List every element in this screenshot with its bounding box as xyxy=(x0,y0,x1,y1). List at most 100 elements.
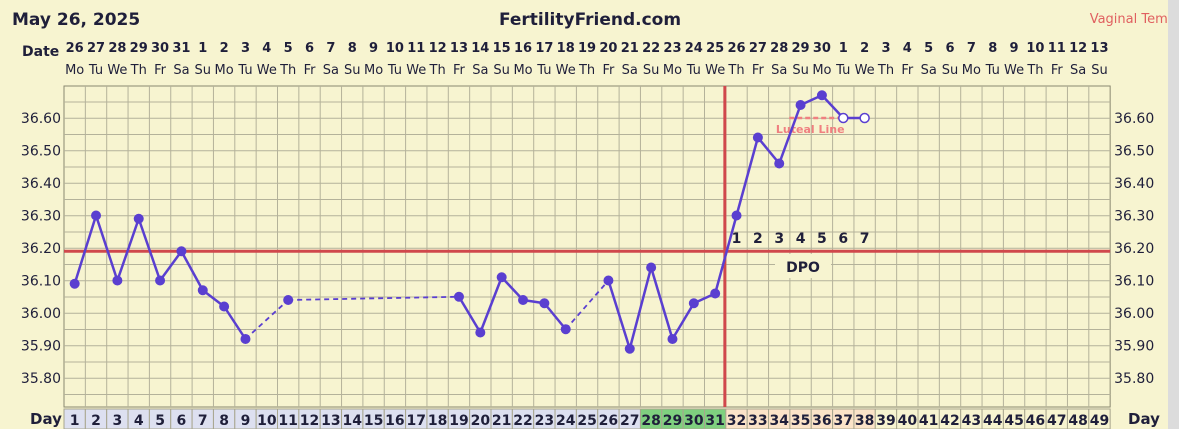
date-number: 9 xyxy=(1010,41,1019,56)
vertical-scrollbar[interactable] xyxy=(1168,0,1179,429)
cycle-day-label: 29 xyxy=(663,413,682,429)
weekday-label: Sa xyxy=(472,63,488,78)
weekday-label: Th xyxy=(578,63,595,78)
date-number: 3 xyxy=(241,41,250,56)
date-number: 5 xyxy=(284,41,293,56)
date-number: 31 xyxy=(172,41,190,56)
weekday-label: Mo xyxy=(513,63,532,78)
temp-segment xyxy=(713,215,738,294)
temp-point xyxy=(133,213,144,224)
weekday-label: We xyxy=(705,63,725,78)
temp-segment xyxy=(479,276,503,333)
date-number: 28 xyxy=(108,41,126,56)
date-number: 19 xyxy=(578,41,596,56)
weekday-label: Su xyxy=(195,63,212,78)
temp-point xyxy=(816,90,827,101)
date-number: 26 xyxy=(66,41,84,56)
weekday-label: Th xyxy=(279,63,296,78)
temp-point xyxy=(752,132,763,143)
temp-point xyxy=(453,291,464,302)
weekday-label: Th xyxy=(429,63,446,78)
grid xyxy=(63,85,1111,408)
temp-segment xyxy=(649,267,674,340)
y-tick-left: 36.40 xyxy=(21,176,61,192)
weekday-label: We xyxy=(107,63,127,78)
cycle-day-label: 25 xyxy=(577,413,596,429)
date-number: 16 xyxy=(514,41,532,56)
site-title[interactable]: FertilityFriend.com xyxy=(499,10,681,30)
plot-area xyxy=(63,85,1111,408)
date-number: 25 xyxy=(706,41,724,56)
temp-segment xyxy=(73,215,98,285)
cycle-day-label: 11 xyxy=(278,413,297,429)
dpo-number: 2 xyxy=(753,231,763,247)
weekday-label: Mo xyxy=(65,63,84,78)
date-number: 21 xyxy=(621,41,639,56)
weekday-label: Tu xyxy=(387,63,402,78)
weekday-label: Tu xyxy=(835,63,850,78)
y-tick-left: 36.50 xyxy=(21,144,61,160)
cycle-day-label: 35 xyxy=(791,413,810,429)
cycle-day-label: 6 xyxy=(177,413,187,429)
day-row-label-right: Day xyxy=(1128,410,1160,428)
temp-point xyxy=(112,275,123,286)
weekday-label: Fr xyxy=(901,63,914,78)
cycle-day-label: 28 xyxy=(641,413,660,429)
cycle-day-label: 1 xyxy=(70,413,80,429)
weekday-label: Su xyxy=(643,63,660,78)
weekday-label: We xyxy=(556,63,576,78)
date-number: 1 xyxy=(839,41,848,56)
temperature-axis: 36.60 36.60 36.50 36.50 36.40 36.40 36.30 36.30… xyxy=(21,111,1154,387)
cycle-day-row: 1 2 3 4 5 6 7 8 9 10 11 12 13 14 15 16 17 18 19 20 21 22 23 24 2… xyxy=(63,408,1111,430)
date-number: 4 xyxy=(262,41,271,56)
date-number: 24 xyxy=(685,41,703,56)
date-number: 30 xyxy=(813,41,831,56)
cycle-day-label: 4 xyxy=(134,413,144,429)
y-tick-left: 36.10 xyxy=(21,274,61,290)
weekday-label: Su xyxy=(792,63,809,78)
temp-method-label: Vaginal Temp xyxy=(1090,12,1176,27)
chart-date-title: May 26, 2025 xyxy=(12,10,140,30)
temp-point xyxy=(496,272,507,283)
date-number: 12 xyxy=(1069,41,1087,56)
weekday-label: Th xyxy=(130,63,147,78)
cycle-day-label: 24 xyxy=(556,413,576,429)
temp-point xyxy=(624,343,635,354)
y-tick-right: 36.60 xyxy=(1114,111,1154,127)
temp-segment xyxy=(628,267,653,350)
date-number: 11 xyxy=(1048,41,1066,56)
date-number: 13 xyxy=(450,41,468,56)
cycle-day-label: 14 xyxy=(342,413,362,429)
temp-point xyxy=(795,100,806,110)
date-number: 23 xyxy=(663,41,681,56)
date-number: 6 xyxy=(946,41,955,56)
temp-point xyxy=(176,246,187,257)
date-number: 29 xyxy=(792,41,810,56)
weekday-label: Su xyxy=(344,63,361,78)
weekday-label: Fr xyxy=(154,63,167,78)
date-number: 9 xyxy=(369,41,378,56)
cycle-day-label: 12 xyxy=(300,413,319,429)
weekday-label: Sa xyxy=(323,63,339,78)
temp-segment xyxy=(735,137,760,216)
date-number: 8 xyxy=(348,41,357,56)
temp-point xyxy=(240,334,251,344)
date-number: 12 xyxy=(429,41,447,56)
date-number: 17 xyxy=(535,41,553,56)
dpo-number: 3 xyxy=(774,231,784,247)
cycle-day-label: 15 xyxy=(364,413,383,429)
temp-point xyxy=(475,327,486,338)
date-number: 26 xyxy=(727,41,745,56)
y-tick-right: 35.90 xyxy=(1114,339,1154,355)
temp-point xyxy=(283,295,294,305)
cycle-day-label: 26 xyxy=(599,413,618,429)
y-tick-left: 36.30 xyxy=(21,209,61,225)
temp-point xyxy=(69,278,80,289)
y-tick-right: 36.10 xyxy=(1114,274,1154,290)
y-tick-right: 35.80 xyxy=(1114,371,1154,387)
cycle-day-label: 16 xyxy=(385,413,404,429)
temperature-series xyxy=(69,90,870,354)
cycle-day-label: 49 xyxy=(1090,413,1109,429)
dpo-number: 6 xyxy=(838,231,848,247)
y-tick-left: 35.80 xyxy=(21,371,61,387)
